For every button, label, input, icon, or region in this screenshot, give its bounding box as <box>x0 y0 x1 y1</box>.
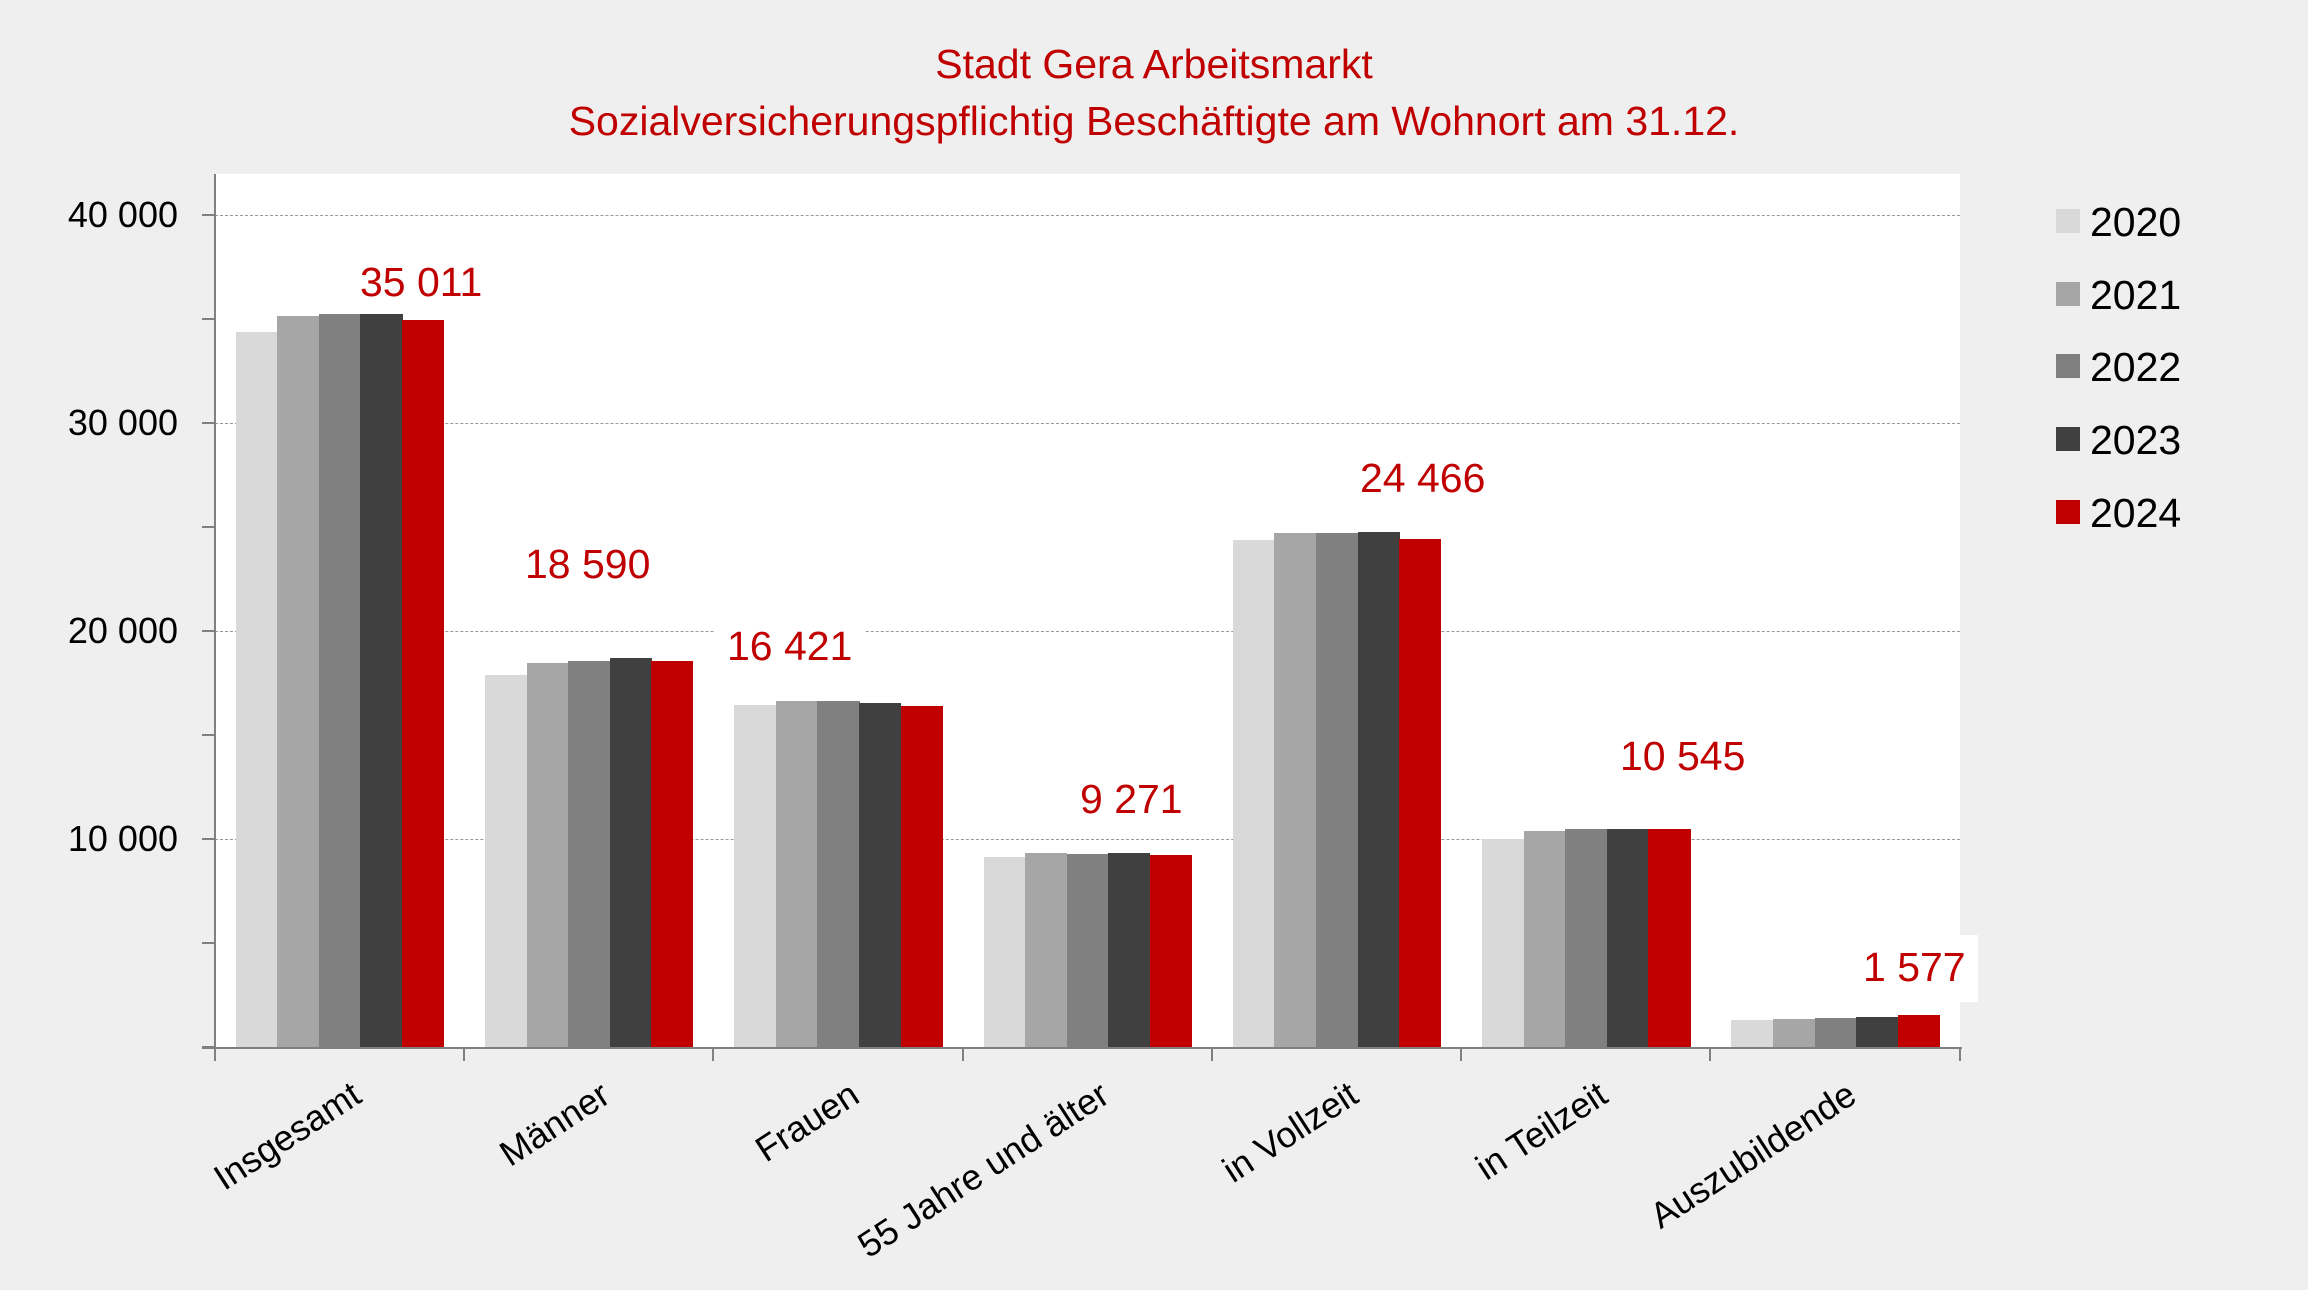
bar-2021-4 <box>1274 532 1317 1048</box>
bar-2024-6 <box>1897 1015 1940 1048</box>
x-tick <box>1709 1048 1711 1061</box>
y-tick-major <box>202 630 215 632</box>
bar-2022-6 <box>1814 1018 1857 1048</box>
y-tick-major <box>202 838 215 840</box>
bar-2024-4 <box>1399 539 1442 1048</box>
bar-2022-2 <box>817 701 860 1048</box>
bar-2020-6 <box>1731 1019 1774 1048</box>
x-tick <box>962 1048 964 1061</box>
bar-2020-0 <box>235 332 278 1048</box>
y-label-40000: 40 000 <box>67 194 178 235</box>
bar-2021-0 <box>277 316 320 1048</box>
y-label-20000: 20 000 <box>67 610 178 651</box>
bar-2020-1 <box>484 675 528 1048</box>
x-label-55-plus: 55 Jahre und älter <box>849 1073 1116 1266</box>
bar-2023-6 <box>1856 1017 1899 1048</box>
legend-label: 2020 <box>2090 199 2182 245</box>
bar-2021-5 <box>1523 831 1566 1048</box>
legend-item-2023[interactable]: 2023 <box>2056 414 2256 464</box>
bar-2023-0 <box>360 312 403 1048</box>
y-tick-minor <box>202 526 215 528</box>
data-label-frauen: 16 421 <box>715 614 865 678</box>
bar-2022-4 <box>1315 532 1359 1048</box>
bar-2023-5 <box>1606 828 1649 1048</box>
x-label-teilzeit: in Teilzeit <box>1468 1073 1615 1188</box>
legend-label: 2023 <box>2090 417 2182 463</box>
y-tick-minor <box>202 942 215 944</box>
bar-2022-0 <box>318 313 361 1048</box>
bar-2022-5 <box>1565 828 1608 1048</box>
legend-swatch-2021 <box>2056 282 2080 306</box>
legend-swatch-2023 <box>2056 427 2080 451</box>
y-tick-major <box>202 422 215 424</box>
legend-label: 2022 <box>2090 344 2182 390</box>
bar-2020-3 <box>983 857 1026 1048</box>
legend-label: 2021 <box>2090 272 2182 318</box>
x-tick <box>712 1048 714 1061</box>
gridline-10000 <box>215 839 1960 840</box>
bar-2024-1 <box>651 661 694 1048</box>
y-tick-minor <box>202 318 215 320</box>
data-label-vollzeit: 24 466 <box>1348 446 1498 510</box>
x-tick <box>1959 1048 1961 1061</box>
y-tick-major <box>202 214 215 216</box>
y-label-10000: 10 000 <box>67 818 178 859</box>
bar-2021-6 <box>1772 1018 1816 1048</box>
data-label-55-plus: 9 271 <box>1068 767 1195 831</box>
bar-2022-3 <box>1066 853 1109 1048</box>
legend-swatch-2022 <box>2056 354 2080 378</box>
x-label-maenner: Männer <box>492 1073 617 1175</box>
bar-2021-2 <box>775 701 818 1048</box>
y-axis <box>214 174 216 1050</box>
data-label-insgesamt: 35 011 <box>348 250 495 314</box>
data-label-auszubildende: 1 577 <box>1851 935 1978 1002</box>
legend-swatch-2024 <box>2056 500 2080 524</box>
bar-2020-2 <box>734 705 777 1048</box>
bar-2024-2 <box>900 706 943 1048</box>
legend-item-2022[interactable]: 2022 <box>2056 341 2256 391</box>
x-label-vollzeit: in Vollzeit <box>1214 1073 1365 1191</box>
bar-2023-4 <box>1357 531 1400 1048</box>
legend-swatch-2020 <box>2056 209 2080 233</box>
x-label-frauen: Frauen <box>748 1073 867 1170</box>
bar-2023-3 <box>1108 852 1151 1048</box>
chart-subtitle: Sozialversicherungspflichtig Beschäftigt… <box>568 98 1740 144</box>
bar-2021-3 <box>1025 852 1068 1048</box>
gridline-40000 <box>215 215 1960 216</box>
bar-2023-1 <box>609 658 652 1048</box>
bar-2023-2 <box>859 702 902 1048</box>
bar-2024-3 <box>1149 855 1192 1048</box>
data-label-teilzeit: 10 545 <box>1608 724 1758 788</box>
legend-item-2024[interactable]: 2024 <box>2056 487 2256 537</box>
bar-2024-0 <box>402 319 445 1048</box>
x-tick <box>463 1048 465 1061</box>
x-tick <box>214 1048 216 1061</box>
x-tick <box>1460 1048 1462 1061</box>
legend-label: 2024 <box>2090 490 2182 536</box>
bar-2020-4 <box>1232 540 1275 1048</box>
y-tick-zero <box>202 1046 215 1048</box>
x-label-insgesamt: Insgesamt <box>205 1073 368 1198</box>
gridline-20000 <box>215 631 1960 632</box>
y-label-30000: 30 000 <box>67 402 178 443</box>
x-axis <box>202 1047 1962 1049</box>
legend-item-2021[interactable]: 2021 <box>2056 269 2256 319</box>
gridline-30000 <box>215 423 1960 424</box>
legend-item-2020[interactable]: 2020 <box>2056 196 2256 246</box>
bar-2024-5 <box>1648 828 1691 1048</box>
bar-2021-1 <box>526 662 569 1048</box>
y-tick-minor <box>202 734 215 736</box>
chart-title: Stadt Gera Arbeitsmarkt <box>935 41 1373 87</box>
x-tick <box>1211 1048 1213 1061</box>
x-label-auszubildende: Auszubildende <box>1642 1073 1864 1237</box>
bar-2022-1 <box>568 660 611 1048</box>
bar-2020-5 <box>1482 838 1525 1048</box>
data-label-maenner: 18 590 <box>513 532 663 596</box>
